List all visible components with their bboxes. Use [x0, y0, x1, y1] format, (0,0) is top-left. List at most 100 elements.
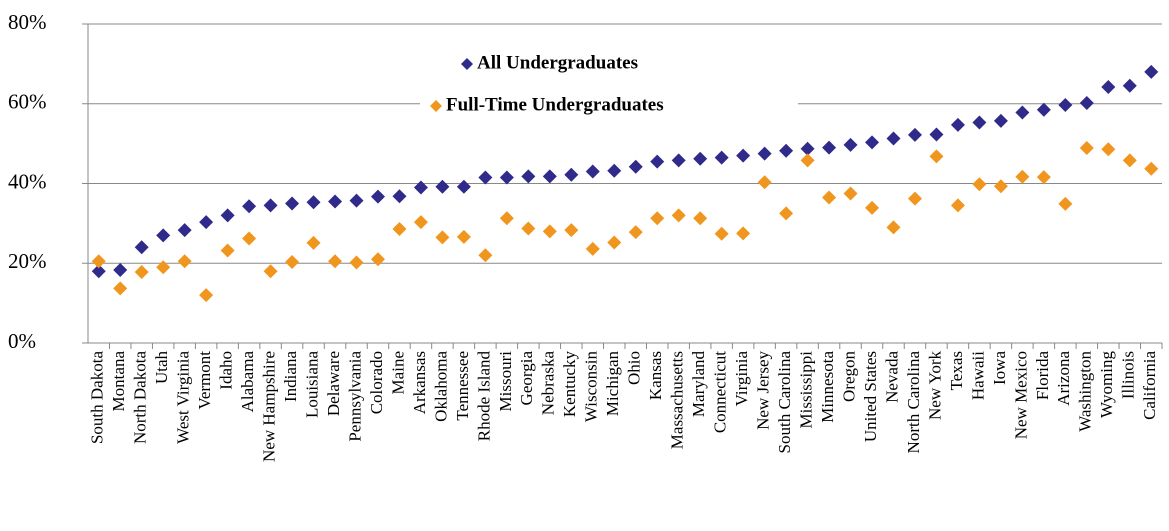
x-tick-label: Washington: [1076, 351, 1095, 432]
x-tick-label: Illinois: [1119, 351, 1138, 399]
point: [564, 223, 579, 238]
legend-marker: [461, 58, 473, 70]
point: [1079, 95, 1094, 110]
point: [134, 240, 149, 255]
point: [972, 177, 987, 192]
point: [929, 127, 944, 142]
x-tick-label: Iowa: [990, 351, 1009, 385]
x-tick-label: South Carolina: [775, 351, 794, 454]
point: [1015, 105, 1030, 120]
point: [886, 131, 901, 146]
x-tick-label: North Dakota: [131, 351, 150, 444]
point: [993, 113, 1008, 128]
y-tick-label: 80%: [8, 10, 47, 34]
point: [521, 169, 536, 184]
point: [156, 228, 171, 243]
x-tick-label: Kansas: [646, 351, 665, 400]
point: [177, 223, 192, 238]
point: [800, 141, 815, 156]
point: [843, 186, 858, 201]
point: [865, 200, 880, 215]
x-tick-label: Georgia: [517, 351, 536, 406]
point: [907, 127, 922, 142]
point: [800, 153, 815, 168]
point: [177, 254, 192, 269]
point: [220, 243, 235, 258]
x-tick-label: Alabama: [238, 351, 257, 413]
point: [1036, 102, 1051, 117]
point: [907, 191, 922, 206]
point: [199, 288, 214, 303]
x-tick-label: Virginia: [732, 351, 751, 407]
y-tick-label: 0%: [8, 329, 36, 353]
point: [435, 179, 450, 194]
x-tick-label: Wisconsin: [582, 351, 601, 423]
point: [91, 254, 106, 269]
point: [1015, 169, 1030, 184]
point: [478, 248, 493, 263]
point: [392, 189, 407, 204]
point: [929, 149, 944, 164]
legend-marker: [430, 100, 442, 112]
point: [779, 206, 794, 221]
y-tick-label: 40%: [8, 169, 47, 193]
x-tick-label: Pennsylvania: [345, 351, 364, 442]
point: [693, 151, 708, 166]
x-tick-label: Oklahoma: [431, 351, 450, 422]
x-tick-label: New York: [925, 351, 944, 420]
x-tick-label: California: [1140, 351, 1159, 420]
x-tick-label: Vermont: [195, 351, 214, 410]
x-tick-label: Delaware: [324, 351, 343, 416]
point: [392, 221, 407, 236]
x-tick-label: Minnesota: [818, 351, 837, 423]
x-tick-label: New Jersey: [754, 351, 773, 430]
point: [757, 146, 772, 161]
point: [1144, 64, 1159, 79]
x-tick-label: Idaho: [217, 351, 236, 390]
y-tick-label: 60%: [8, 90, 47, 114]
point: [865, 135, 880, 150]
point: [413, 215, 428, 230]
point: [499, 170, 514, 185]
x-tick-label: Indiana: [281, 351, 300, 402]
point: [585, 164, 600, 179]
x-tick-label: Colorado: [367, 351, 386, 414]
point: [693, 211, 708, 226]
point: [1101, 80, 1116, 95]
x-tick-label: Texas: [947, 351, 966, 390]
point: [328, 194, 343, 209]
point: [1058, 97, 1073, 112]
point: [285, 255, 300, 270]
point: [113, 281, 128, 296]
point: [993, 179, 1008, 194]
legend-box: [420, 40, 798, 130]
point: [628, 225, 643, 240]
point: [607, 163, 622, 178]
point: [285, 196, 300, 211]
point: [607, 235, 622, 250]
x-tick-label: South Dakota: [88, 351, 107, 444]
point: [499, 211, 514, 226]
point: [263, 198, 278, 213]
point: [650, 154, 665, 169]
point: [306, 195, 321, 210]
point: [478, 170, 493, 185]
point: [456, 229, 471, 244]
x-tick-label: Arkansas: [410, 351, 429, 414]
x-tick-label: Nevada: [882, 351, 901, 403]
point: [1122, 153, 1137, 168]
point: [306, 235, 321, 250]
point: [736, 148, 751, 163]
x-tick-label: Hawaii: [968, 351, 987, 400]
point: [91, 264, 106, 279]
x-tick-label: New Hampshire: [259, 351, 278, 462]
x-tick-label: Mississippi: [796, 351, 815, 429]
point: [822, 140, 837, 155]
point: [714, 150, 729, 165]
point: [521, 221, 536, 236]
x-tick-label: Oregon: [839, 351, 858, 402]
point: [242, 199, 257, 214]
x-tick-label: Michigan: [603, 351, 622, 417]
